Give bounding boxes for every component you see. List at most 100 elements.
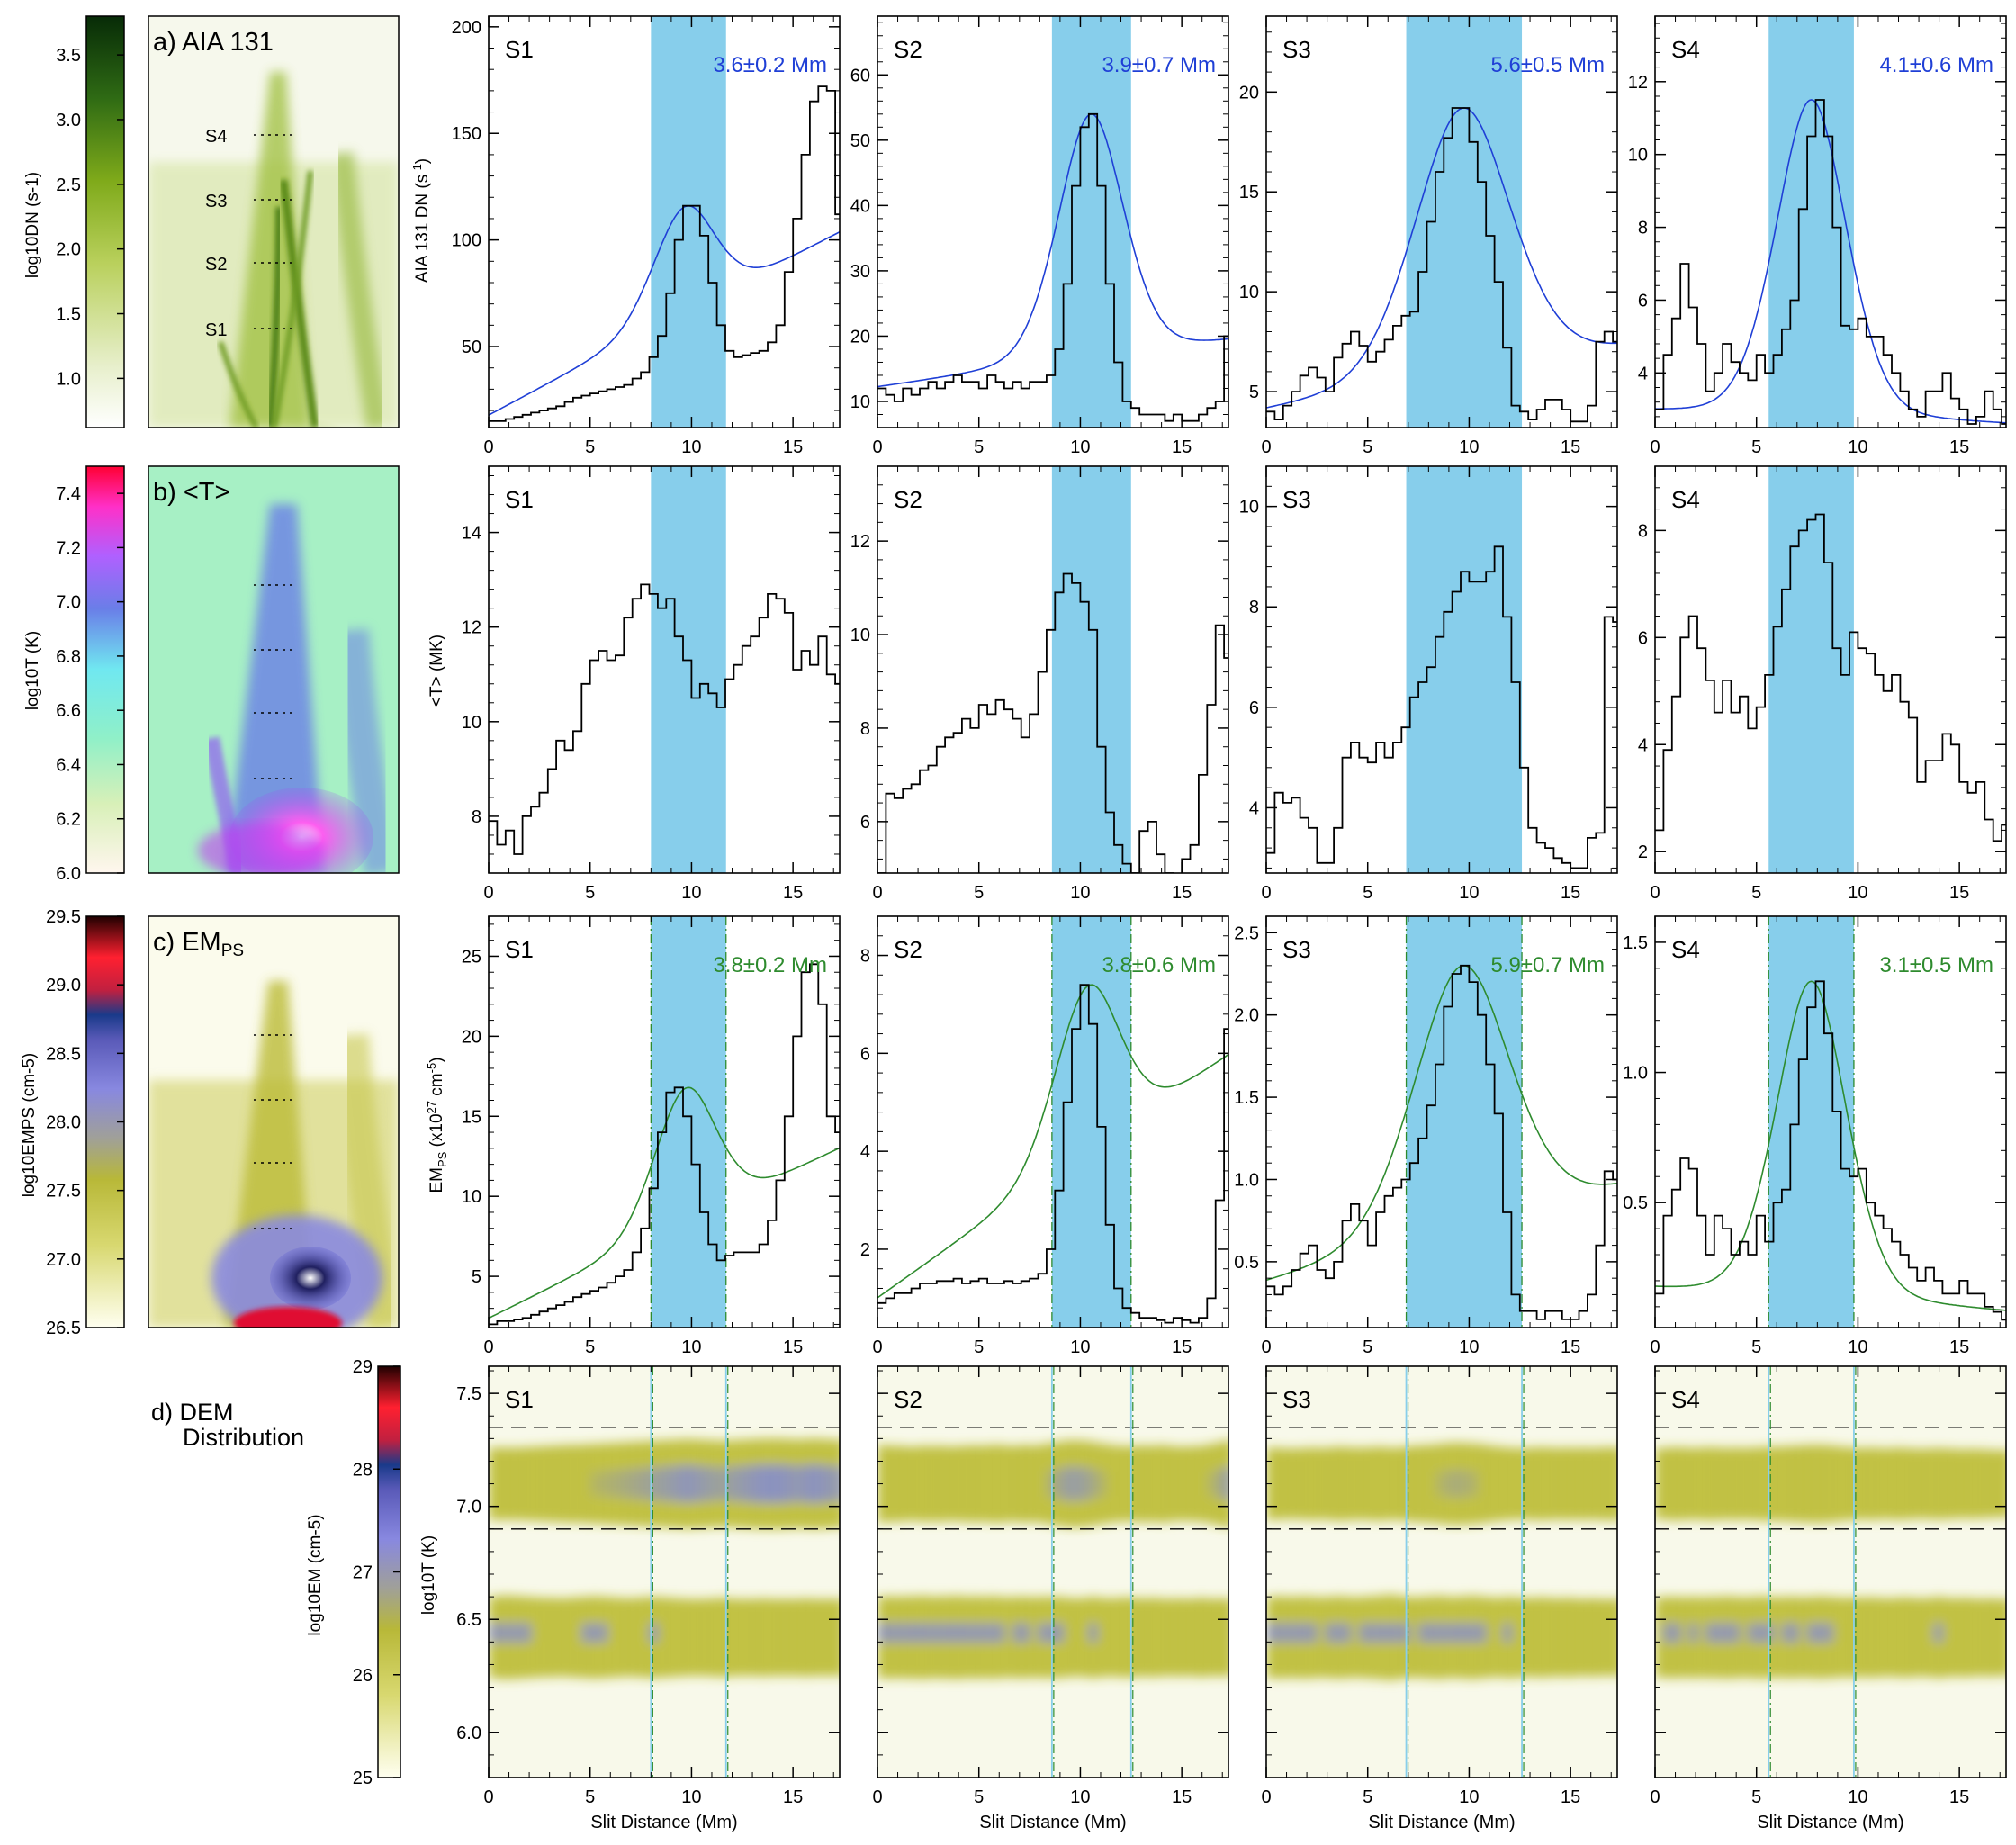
x-tick-label: 5 xyxy=(974,1787,984,1807)
dem-hot-cell xyxy=(1798,1444,1809,1523)
x-tick-label: 0 xyxy=(1261,883,1271,903)
colorbar-tick-label: 2.0 xyxy=(56,240,81,260)
colorbar-d-label: log10EM (cm-5) xyxy=(306,1514,325,1635)
y-tick-label: 10 xyxy=(850,626,870,645)
dem-cool-cell xyxy=(699,1598,710,1677)
ylabel-dem: log10T (K) xyxy=(419,1535,438,1615)
dem-hot-peak xyxy=(683,1465,693,1502)
dem-hot-cell xyxy=(1663,1447,1673,1520)
dem-cool-cell xyxy=(1544,1598,1555,1678)
fwhm-band xyxy=(651,466,726,873)
dem-hot-cell xyxy=(1823,1444,1834,1523)
dem-cool-cell xyxy=(1696,1597,1707,1678)
colorbar-a xyxy=(86,15,125,428)
dem-cool-peak xyxy=(1714,1624,1724,1642)
colorbar-tick-label: 27.0 xyxy=(46,1250,81,1270)
dem-hot-cell xyxy=(1317,1447,1327,1520)
x-tick-label: 0 xyxy=(1650,437,1660,457)
dem-hot-cell xyxy=(1781,1445,1792,1522)
dem-hot-peak xyxy=(767,1464,778,1503)
x-tick-label: 0 xyxy=(483,1787,493,1807)
dem-cool-peak xyxy=(1021,1624,1031,1642)
plot-frame xyxy=(1654,465,2007,874)
dem-hot-peak xyxy=(826,1466,837,1502)
x-tick-label: 15 xyxy=(783,1787,803,1807)
dem-cool-cell xyxy=(1917,1598,1927,1677)
colorbar-tick-label: 28.0 xyxy=(46,1113,81,1133)
fwhm-band xyxy=(1406,16,1523,428)
plot-dem-s3: S3 0 5 10 15 Slit Distance (Mm) xyxy=(1261,1365,1618,1832)
dem-cool-cell xyxy=(835,1598,840,1677)
histogram-profile xyxy=(878,112,1228,422)
colorbar-tick-label: 6.0 xyxy=(56,864,81,884)
dem-hot-cell xyxy=(1950,1448,1961,1519)
dem-cool-cell xyxy=(1072,1598,1082,1677)
dem-hot-cell xyxy=(1182,1446,1192,1521)
x-tick-label: 5 xyxy=(585,1787,595,1807)
dem-hot-cell xyxy=(497,1447,507,1520)
dem-hot-cell xyxy=(1959,1449,1969,1518)
y-tick-label: 6 xyxy=(1249,698,1259,718)
x-tick-label: 5 xyxy=(585,437,595,457)
dem-hot-cell xyxy=(1723,1447,1732,1520)
slit-name-label: S2 xyxy=(894,1386,922,1413)
dem-hot-cell xyxy=(1494,1446,1505,1521)
dem-cool-peak xyxy=(590,1624,600,1642)
colorbar-tick-label: 26 xyxy=(353,1666,373,1686)
x-tick-label: 5 xyxy=(1363,1787,1372,1807)
y-tick-label: 6 xyxy=(1638,291,1648,310)
dem-cool-peak xyxy=(1292,1624,1301,1642)
y-tick-label: 4 xyxy=(1638,735,1648,755)
dem-hot-cell xyxy=(945,1446,955,1521)
dem-cool-peak xyxy=(961,1624,972,1642)
dem-cool-peak xyxy=(894,1624,904,1642)
colorbar-tick-label: 29 xyxy=(353,1357,373,1377)
dem-cool-peak xyxy=(936,1624,947,1642)
histogram-profile xyxy=(1655,513,2006,842)
x-tick-label: 0 xyxy=(872,883,882,903)
dem-hot-cell xyxy=(1528,1447,1538,1520)
dem-cool-cell xyxy=(1122,1597,1132,1678)
fwhm-band xyxy=(651,16,726,428)
plot-dem-s4: S4 0 5 10 15 Slit Distance (Mm) xyxy=(1650,1365,2007,1832)
slit-name-label: S1 xyxy=(505,936,534,963)
dem-cool-cell xyxy=(1562,1598,1572,1678)
x-tick-label: 10 xyxy=(1459,1337,1479,1357)
dem-cool-peak xyxy=(1266,1624,1276,1642)
dem-hot-peak xyxy=(784,1465,795,1502)
dem-cool-cell xyxy=(1519,1598,1530,1678)
dem-cool-cell xyxy=(1976,1598,1986,1677)
colorbar-tick-label: 7.2 xyxy=(56,538,81,558)
x-tick-label: 0 xyxy=(1650,883,1660,903)
dem-hot-cell xyxy=(1325,1447,1336,1520)
dem-cool-peak xyxy=(1790,1624,1800,1642)
dem-hot-peak xyxy=(598,1471,608,1497)
dem-cool-cell xyxy=(1004,1597,1014,1678)
dem-cool-peak xyxy=(1933,1624,1944,1642)
colorbar-c-label: log10EMPS (cm-5) xyxy=(20,1053,39,1198)
dem-cool-peak xyxy=(1503,1624,1513,1642)
y-tick-label: 5 xyxy=(1249,382,1259,402)
dem-hot-cell xyxy=(530,1446,541,1521)
dem-cool-peak xyxy=(1392,1624,1403,1642)
colorbar-b-label: log10T (K) xyxy=(23,631,42,710)
slit-markers-c xyxy=(254,1034,297,1229)
dem-cool-cell xyxy=(1587,1598,1598,1677)
dem-hot-peak xyxy=(776,1464,786,1503)
plot-dem-s1: 6.0 6.5 7.0 7.5 S1 0 5 10 15 Slit Distance (Mm) xyxy=(456,1365,841,1832)
dem-cool-peak xyxy=(1444,1624,1454,1642)
dem-hot-cell xyxy=(1376,1446,1386,1521)
dem-cool-cell xyxy=(801,1598,811,1677)
dem-cool-cell xyxy=(1798,1597,1809,1678)
dem-cool-cell xyxy=(1536,1597,1546,1678)
dem-cool-cell xyxy=(1130,1598,1141,1678)
y-tick-label: 2 xyxy=(860,1240,870,1260)
dem-hot-cell xyxy=(1790,1445,1800,1522)
colorbar-a-ticks: 1.0 1.5 2.0 2.5 3.0 3.5 xyxy=(56,46,124,389)
dem-hot-cell xyxy=(1671,1446,1682,1521)
colorbar-tick-label: 6.6 xyxy=(56,701,81,721)
x-tick-label: 0 xyxy=(872,437,882,457)
dem-cool-cell xyxy=(572,1597,583,1678)
dem-cool-peak xyxy=(1461,1624,1471,1642)
